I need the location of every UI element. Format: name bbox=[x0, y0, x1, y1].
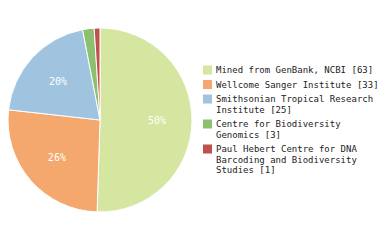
pie-slice bbox=[94, 28, 100, 120]
data-label: 26% bbox=[48, 152, 66, 163]
legend-swatch bbox=[203, 145, 212, 154]
legend-label: Smithsonian Tropical ResearchInstitute [… bbox=[216, 94, 373, 115]
legend-label: Wellcome Sanger Institute [33] bbox=[216, 80, 379, 90]
data-label: 20% bbox=[49, 76, 67, 87]
pie-labels: 50% 26% 20% bbox=[48, 76, 166, 163]
chart-svg: 50% 26% 20% Mined from GenBank, NCBI [63] We… bbox=[0, 0, 380, 240]
data-label: 50% bbox=[148, 115, 166, 126]
pie-slice bbox=[8, 110, 100, 212]
chart-container: 50% 26% 20% Mined from GenBank, NCBI [63] We… bbox=[0, 0, 380, 240]
pie bbox=[8, 28, 192, 212]
legend-swatch bbox=[203, 80, 212, 89]
legend-swatch bbox=[203, 95, 212, 104]
legend-label: Paul Hebert Centre for DNABarcoding and … bbox=[216, 144, 357, 175]
legend-label: Centre for BiodiversityGenomics [3] bbox=[216, 119, 341, 140]
pie-slice bbox=[83, 28, 100, 120]
legend-swatch bbox=[203, 120, 212, 129]
legend: Mined from GenBank, NCBI [63] Wellcome Sa… bbox=[203, 65, 379, 175]
legend-swatch bbox=[203, 66, 212, 75]
legend-label: Mined from GenBank, NCBI [63] bbox=[216, 65, 373, 75]
pie-slice bbox=[97, 28, 192, 212]
